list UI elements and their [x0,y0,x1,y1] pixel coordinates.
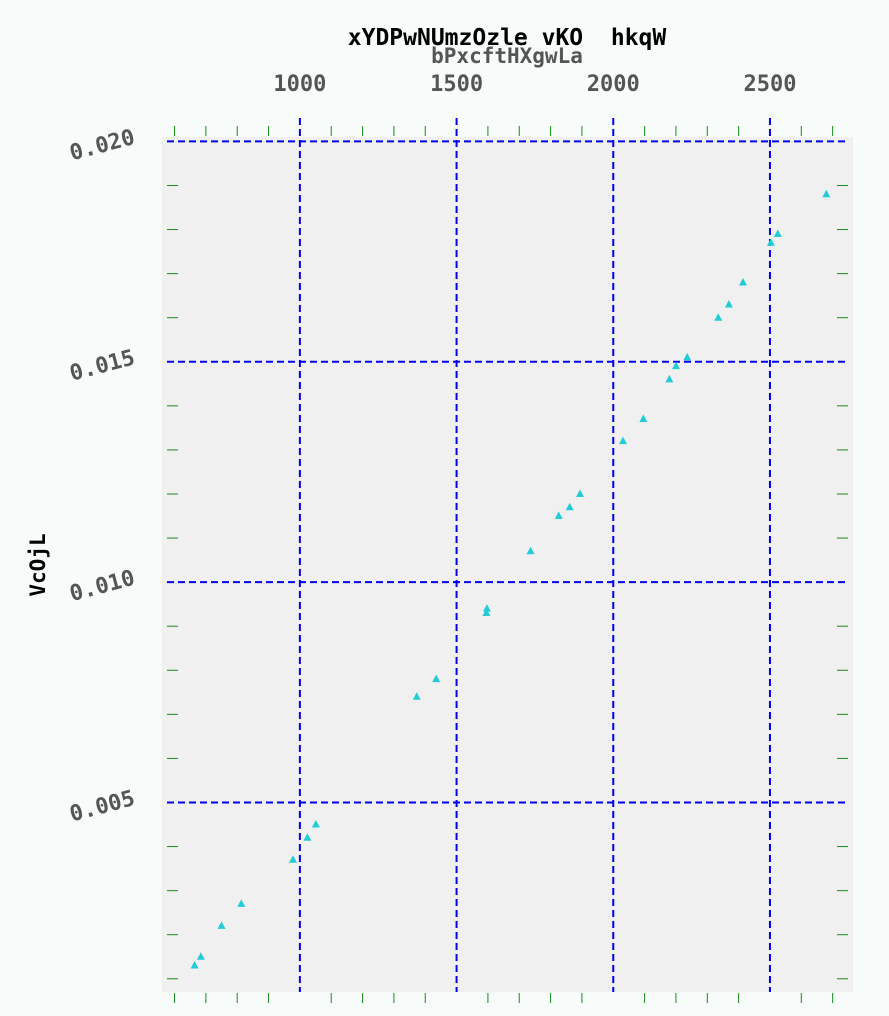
data-point [311,820,320,828]
data-point [671,361,680,370]
x-tick-label: 2000 [587,72,640,97]
data-point [665,374,674,383]
data-point [773,229,782,237]
data-point [822,189,831,198]
grid-lines [167,118,848,992]
data-point [565,502,574,511]
data-point [190,961,199,969]
data-point [412,692,421,700]
data-point [739,277,748,286]
x-tick-label: 1500 [430,72,483,97]
data-point [618,436,627,445]
y-axis-label: VcOjL [26,533,50,596]
data-point [288,855,297,863]
data-point [576,489,585,497]
data-point [766,238,775,246]
data-point [196,952,205,960]
data-points [190,189,831,969]
y-tick-label: 0.010 [67,566,137,607]
data-point [432,674,441,683]
y-tick-labels: 0.005 0.010 0.015 0.020 [67,125,137,827]
y-tick-label: 0.015 [67,345,137,386]
data-point [714,313,723,321]
data-point [554,511,563,520]
chart-title: xYDPwNUmzOzle vKO hkqW [348,25,667,51]
x-tick-label: 2500 [743,72,796,97]
minor-ticks [167,126,848,1003]
data-point [683,352,692,361]
x-tick-labels: 1000 1500 2000 2500 [273,72,796,97]
x-tick-label: 1000 [273,72,326,97]
data-point [217,921,226,929]
data-point [526,546,535,555]
data-point [237,899,246,907]
data-point [724,299,733,308]
x-axis-label: bPxcftHXgwLa [431,44,583,68]
plot-area [162,137,853,992]
data-point [482,608,491,616]
data-point [482,604,491,612]
data-point [303,833,312,841]
data-point [639,414,648,423]
y-tick-label: 0.005 [67,786,137,827]
y-tick-label: 0.020 [67,125,137,166]
